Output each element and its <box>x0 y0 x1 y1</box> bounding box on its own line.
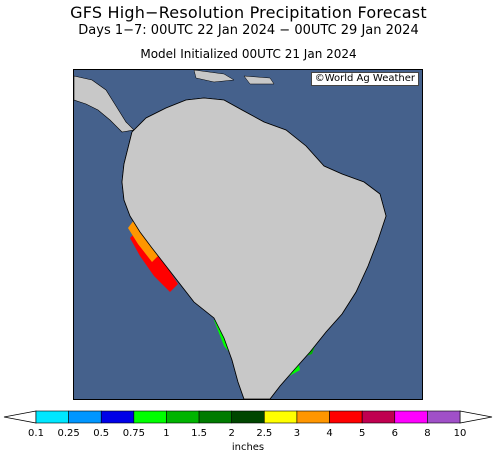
legend-tick-label: 1 <box>163 428 169 439</box>
legend-swatch <box>68 410 102 424</box>
legend-swatch <box>329 410 363 424</box>
legend-swatch <box>361 410 396 424</box>
legend-swatch <box>166 410 200 424</box>
legend-arrow-high <box>459 410 493 424</box>
legend-tick-label: 3 <box>294 428 300 439</box>
legend-tick-label: 10 <box>454 428 467 439</box>
forecast-period: Days 1−7: 00UTC 22 Jan 2024 − 00UTC 29 J… <box>78 23 419 38</box>
model-init-time: Model Initialized 00UTC 21 Jan 2024 <box>140 47 357 61</box>
legend-tick-label: 5 <box>359 428 365 439</box>
legend-swatch <box>296 410 330 424</box>
legend-swatch <box>264 410 298 424</box>
legend-arrow-low <box>3 410 37 424</box>
legend-swatches <box>3 410 493 424</box>
map-title: GFS High−Resolution Precipitation Foreca… <box>70 3 427 22</box>
legend-tick-label: 8 <box>424 428 430 439</box>
legend-tick-label: 1.5 <box>191 428 207 439</box>
legend-tick-label: 6 <box>392 428 398 439</box>
legend-swatch <box>35 410 69 424</box>
legend-unit-label: inches <box>232 442 264 453</box>
central-america-land <box>74 75 135 133</box>
caribbean-island <box>243 75 275 85</box>
map-canvas <box>74 70 422 399</box>
legend-colorbar: 0.1 0.25 0.5 0.75 1 1.5 2 2.5 3 4 5 6 8 10 inches <box>3 410 493 453</box>
precipitation-map: ©World Ag Weather <box>73 69 423 400</box>
legend-tick-label: 0.25 <box>57 428 79 439</box>
legend-swatch <box>427 410 461 424</box>
legend-swatch <box>198 410 232 424</box>
legend-swatch <box>100 410 135 424</box>
legend-tick-label: 2.5 <box>256 428 272 439</box>
legend-swatch <box>133 410 167 424</box>
legend-tick-label: 0.5 <box>93 428 109 439</box>
credit-label: ©World Ag Weather <box>310 72 419 86</box>
precip-3-4in <box>128 220 158 262</box>
legend-tick-labels: 0.1 0.25 0.5 0.75 1 1.5 2 2.5 3 4 5 6 8 10 <box>28 428 466 439</box>
legend-tick-label: 2 <box>229 428 235 439</box>
caribbean-island <box>193 70 235 83</box>
legend-tick-label: 4 <box>326 428 332 439</box>
legend-tick-label: 0.1 <box>28 428 44 439</box>
legend-tick-label: 0.75 <box>123 428 145 439</box>
legend-swatch <box>231 410 265 424</box>
legend-swatch <box>394 410 428 424</box>
